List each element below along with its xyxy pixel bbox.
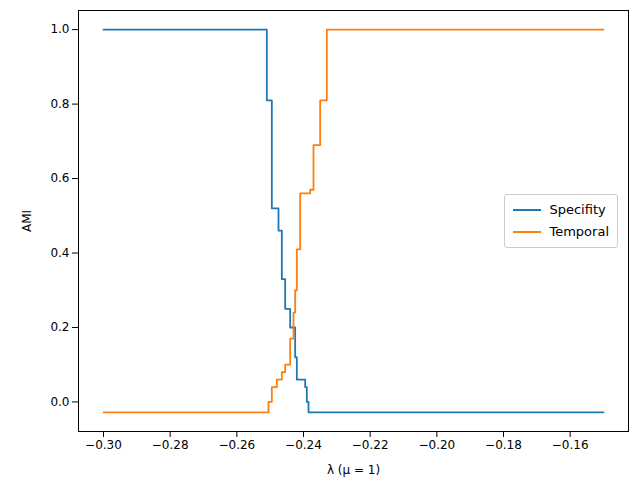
svg-text:−0.26: −0.26 <box>218 438 255 452</box>
html-text:Temporal: Temporal <box>549 224 609 239</box>
svg-text:1.0: 1.0 <box>50 22 69 36</box>
svg-text:0.4: 0.4 <box>50 246 69 260</box>
svg-text:0.6: 0.6 <box>50 171 69 185</box>
svg-text:−0.28: −0.28 <box>152 438 189 452</box>
svg-text:AMI: AMI <box>20 210 34 232</box>
svg-text:−0.18: −0.18 <box>485 438 522 452</box>
svg-text:−0.16: −0.16 <box>552 438 589 452</box>
svg-text:0.2: 0.2 <box>50 320 69 334</box>
html-text:Specifity: Specifity <box>549 202 606 217</box>
svg-text:0.8: 0.8 <box>50 97 69 111</box>
svg-text:−0.22: −0.22 <box>352 438 389 452</box>
svg-text:−0.24: −0.24 <box>285 438 322 452</box>
svg-text:−0.20: −0.20 <box>418 438 455 452</box>
svg-text:0.0: 0.0 <box>50 395 69 409</box>
svg-text:−0.30: −0.30 <box>85 438 122 452</box>
svg-text:λ (μ = 1): λ (μ = 1) <box>327 463 380 477</box>
